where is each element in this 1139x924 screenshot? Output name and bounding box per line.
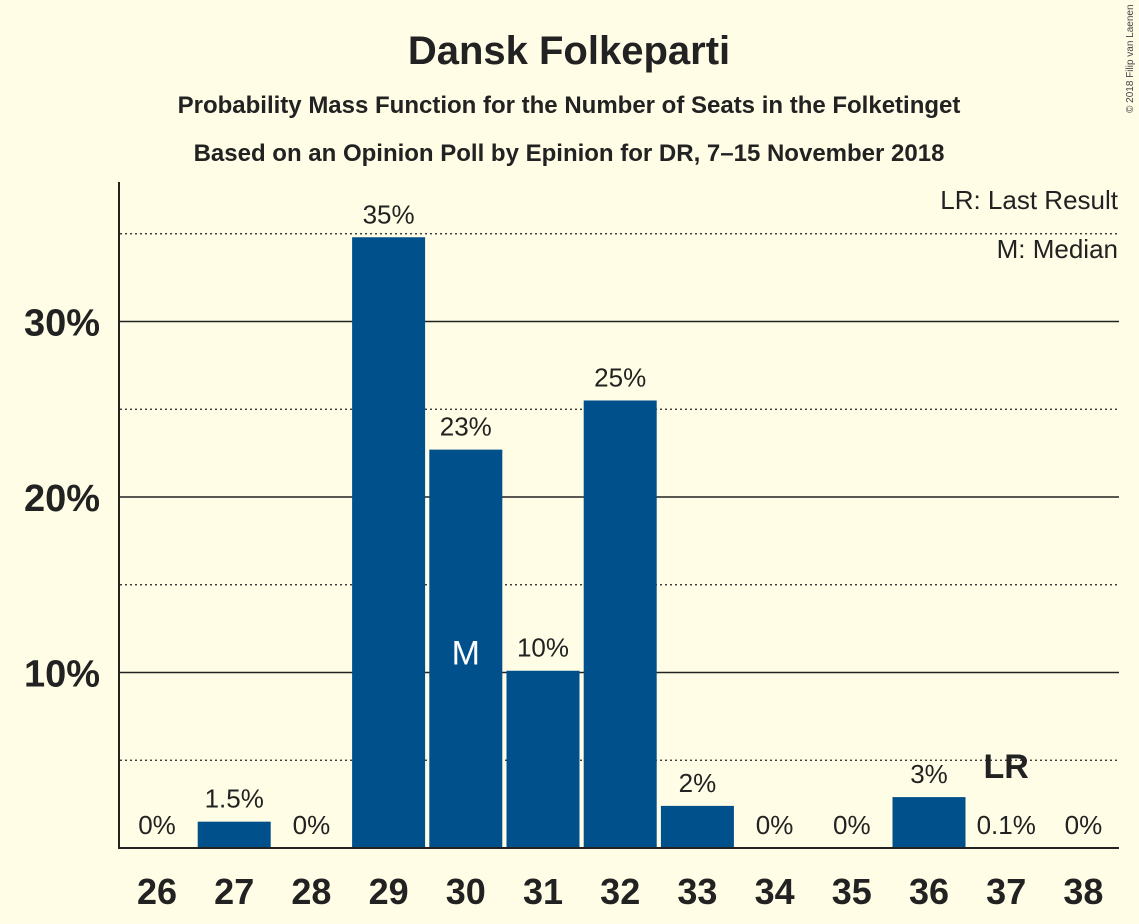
x-tick-label: 35 — [832, 871, 872, 912]
bar-seats-36 — [892, 797, 966, 848]
x-tick-label: 33 — [677, 871, 717, 912]
bar-value-label: 0% — [833, 810, 871, 840]
chart-title: Dansk Folkeparti — [408, 29, 730, 73]
bar-seats-33 — [660, 805, 734, 848]
y-tick-label: 30% — [24, 303, 100, 345]
y-tick-label: 10% — [24, 654, 100, 696]
median-marker: M — [452, 635, 480, 673]
x-tick-label: 37 — [986, 871, 1026, 912]
bar-value-label: 0.1% — [977, 810, 1036, 840]
x-tick-label: 38 — [1063, 871, 1103, 912]
bar-value-label: 0% — [293, 810, 331, 840]
chart-subtitle-poll: Based on an Opinion Poll by Epinion for … — [194, 140, 945, 167]
bar-value-label: 25% — [594, 362, 646, 392]
bar-value-labels: 0% 1.5% 0% 35% 23% M 10% 25% 2% 0% 0% 3% 0.1% LR 0% — [138, 199, 1102, 840]
bar-value-label: 23% — [440, 412, 492, 442]
bar-value-label: 3% — [910, 759, 948, 789]
bar-value-label: 0% — [756, 810, 794, 840]
x-tick-label: 34 — [755, 871, 795, 912]
x-tick-label: 28 — [291, 871, 331, 912]
legend-last-result: LR: Last Result — [940, 185, 1119, 215]
x-tick-label: 30 — [446, 871, 486, 912]
legend-median: M: Median — [997, 234, 1118, 264]
bar-value-label: 1.5% — [205, 784, 264, 814]
bar-value-label: 2% — [679, 768, 717, 798]
y-tick-label: 20% — [24, 478, 100, 520]
x-tick-label: 32 — [600, 871, 640, 912]
copyright-notice: © 2018 Filip van Laenen — [1125, 4, 1136, 113]
x-tick-label: 31 — [523, 871, 563, 912]
bar-value-label: 10% — [517, 633, 569, 663]
bar-seats-32 — [583, 400, 657, 848]
grid-lines — [120, 233, 1119, 761]
x-tick-label: 27 — [214, 871, 254, 912]
x-tick-label: 26 — [137, 871, 177, 912]
x-axis-tick-labels: 26 27 28 29 30 31 32 33 34 35 36 37 38 — [137, 871, 1103, 912]
y-axis-tick-labels: 10% 20% 30% — [24, 303, 100, 696]
bar-value-label: 0% — [138, 810, 176, 840]
x-tick-label: 36 — [909, 871, 949, 912]
bar-seats-31 — [506, 670, 580, 848]
x-tick-label: 29 — [369, 871, 409, 912]
bar-value-label: 35% — [363, 199, 415, 229]
bar-seats-27 — [197, 821, 271, 848]
bar-value-label: 0% — [1065, 810, 1103, 840]
bars — [197, 237, 966, 848]
chart-subtitle: Probability Mass Function for the Number… — [178, 92, 961, 119]
bar-seats-30 — [429, 449, 503, 848]
bar-seats-29 — [352, 237, 426, 848]
last-result-marker: LR — [984, 748, 1029, 786]
